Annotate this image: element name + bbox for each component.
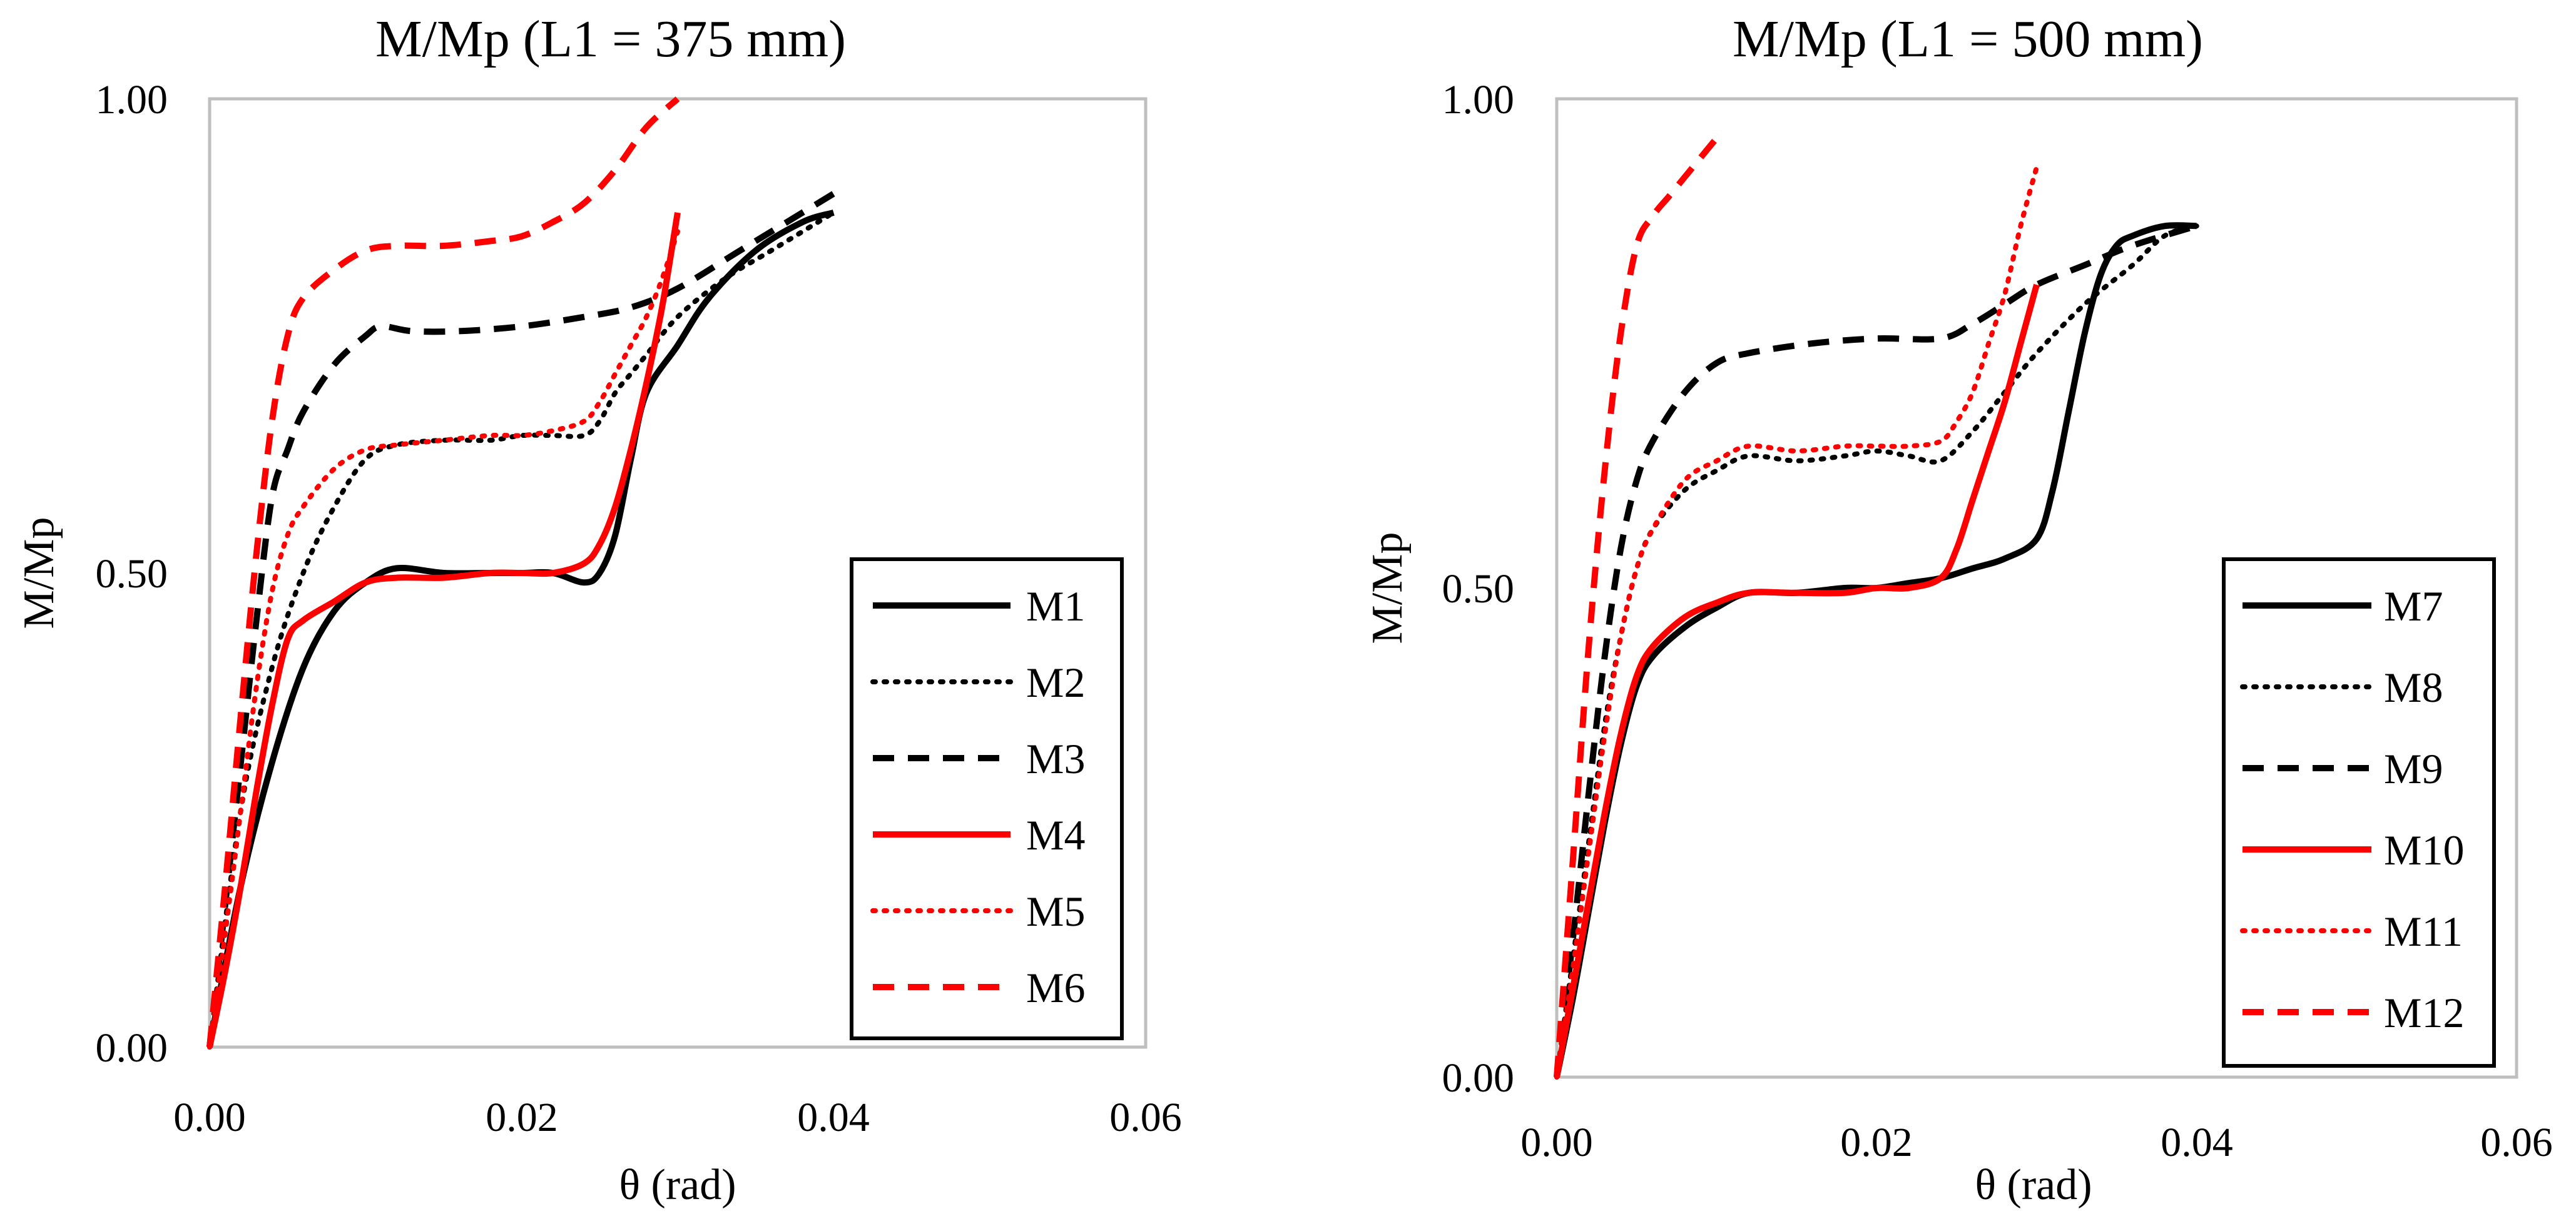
series-layer	[1554, 136, 2199, 1080]
series-line-m9	[1554, 223, 2198, 1078]
x-tick-label: 0.02	[1840, 1120, 1913, 1165]
legend-label-m7: M7	[2384, 582, 2443, 630]
legend: M7 M8 M9 M10 M11 M12	[2222, 557, 2496, 1068]
series-line-m8	[1554, 223, 2199, 1080]
x-tick-label: 0.00	[1520, 1120, 1593, 1165]
legend: M1 M2 M3 M4 M5 M6	[850, 557, 1124, 1040]
legend-label-m2: M2	[1026, 659, 1085, 706]
y-axis-label: M/Mp	[15, 517, 63, 629]
legend-box	[2222, 557, 2496, 1068]
legend-label-m9: M9	[2384, 745, 2443, 793]
series-layer	[206, 96, 837, 1050]
legend-label-m6: M6	[1026, 964, 1085, 1011]
series-line-m12	[1554, 136, 1719, 1078]
legend-label-m3: M3	[1026, 735, 1085, 783]
legend-label-m4: M4	[1026, 811, 1085, 859]
x-tick-label: 0.04	[2161, 1120, 2233, 1165]
chart-right: M/Mp (L1 = 500 mm) 0.00 0.02 0.04 0.06 0…	[1363, 10, 2553, 1209]
y-tick-label: 0.50	[1442, 566, 1515, 612]
x-axis-label: θ (rad)	[619, 1161, 736, 1209]
y-axis-label: M/Mp	[1363, 532, 1412, 644]
series-line-m10	[1554, 283, 2040, 1078]
y-tick-label: 0.00	[1442, 1055, 1515, 1101]
series-line-m2	[207, 210, 837, 1050]
y-tick-label: 0.50	[96, 551, 168, 597]
series-line-m3	[206, 191, 835, 1048]
legend-label-m12: M12	[2384, 989, 2464, 1036]
series-line-m6	[206, 96, 680, 1048]
x-tick-label: 0.02	[486, 1095, 558, 1140]
x-tick-label: 0.06	[2480, 1120, 2553, 1165]
legend-label-m8: M8	[2384, 664, 2443, 711]
y-tick-labels: 0.00 0.50 1.00	[1442, 77, 1515, 1101]
x-tick-label: 0.06	[1109, 1095, 1182, 1140]
legend-label-m10: M10	[2384, 826, 2464, 874]
chart-left: M/Mp (L1 = 375 mm) 0.00 0.02 0.04 0.06 0…	[15, 10, 1182, 1209]
x-tick-labels: 0.00 0.02 0.04 0.06	[1520, 1120, 2553, 1165]
chart-title: M/Mp (L1 = 500 mm)	[1733, 10, 2203, 68]
legend-label-m5: M5	[1026, 888, 1085, 935]
y-tick-label: 1.00	[96, 77, 168, 123]
x-tick-labels: 0.00 0.02 0.04 0.06	[173, 1095, 1182, 1140]
plot-area-border	[1555, 97, 2518, 1079]
legend-label-m11: M11	[2384, 908, 2463, 955]
x-tick-label: 0.04	[797, 1095, 870, 1140]
series-line-m4	[206, 212, 681, 1048]
y-tick-labels: 0.00 0.50 1.00	[96, 77, 168, 1071]
series-line-m11	[1554, 165, 2039, 1080]
y-tick-label: 0.00	[96, 1025, 168, 1071]
x-tick-label: 0.00	[173, 1095, 246, 1140]
legend-label-m1: M1	[1026, 582, 1085, 630]
chart-title: M/Mp (L1 = 375 mm)	[375, 10, 846, 68]
x-axis-label: θ (rad)	[1975, 1161, 2092, 1209]
y-tick-label: 1.00	[1442, 77, 1515, 123]
legend-box	[850, 557, 1124, 1040]
series-line-m5	[207, 229, 680, 1050]
